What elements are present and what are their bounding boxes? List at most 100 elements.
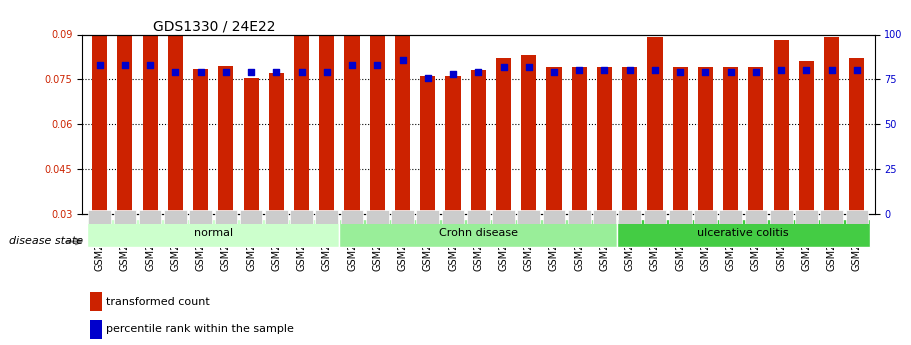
FancyBboxPatch shape	[467, 210, 489, 224]
Text: ulcerative colitis: ulcerative colitis	[698, 228, 789, 238]
Point	[850, 68, 865, 73]
Bar	[344, 0, 360, 214]
FancyBboxPatch shape	[669, 210, 691, 224]
FancyBboxPatch shape	[341, 210, 363, 224]
Text: Crohn disease: Crohn disease	[439, 228, 517, 238]
Bar	[395, 31, 410, 214]
Point	[344, 62, 359, 68]
Bar	[723, 67, 738, 214]
FancyBboxPatch shape	[744, 210, 767, 224]
Bar	[319, 34, 334, 214]
Point	[824, 68, 839, 73]
FancyBboxPatch shape	[340, 219, 617, 247]
Bar	[168, 31, 183, 214]
Bar	[824, 38, 839, 214]
Bar	[294, 31, 309, 214]
FancyBboxPatch shape	[617, 219, 869, 247]
Point	[320, 69, 334, 75]
FancyBboxPatch shape	[820, 210, 843, 224]
FancyBboxPatch shape	[164, 210, 187, 224]
Point	[421, 75, 435, 80]
Point	[673, 69, 688, 75]
FancyBboxPatch shape	[189, 210, 212, 224]
Point	[92, 62, 107, 68]
FancyBboxPatch shape	[391, 210, 414, 224]
Text: transformed count: transformed count	[106, 297, 210, 306]
FancyBboxPatch shape	[240, 210, 262, 224]
Bar	[420, 76, 435, 214]
Point	[219, 69, 233, 75]
Bar	[622, 67, 638, 214]
Point	[269, 69, 283, 75]
Point	[445, 71, 460, 77]
FancyBboxPatch shape	[492, 210, 515, 224]
Bar	[496, 58, 511, 214]
Point	[395, 57, 410, 62]
Point	[622, 68, 637, 73]
Point	[648, 68, 662, 73]
Point	[471, 69, 486, 75]
FancyBboxPatch shape	[619, 210, 641, 224]
FancyBboxPatch shape	[543, 210, 566, 224]
FancyBboxPatch shape	[265, 210, 288, 224]
Point	[496, 64, 511, 70]
FancyBboxPatch shape	[214, 210, 237, 224]
Point	[294, 69, 309, 75]
Point	[698, 69, 712, 75]
Bar	[219, 66, 233, 214]
Bar	[193, 69, 209, 214]
Point	[572, 68, 587, 73]
Point	[521, 64, 536, 70]
Point	[118, 62, 132, 68]
FancyBboxPatch shape	[114, 210, 137, 224]
Point	[370, 62, 384, 68]
Point	[799, 68, 814, 73]
Bar	[370, 24, 384, 214]
Bar	[521, 56, 537, 214]
Point	[547, 69, 561, 75]
Bar	[849, 58, 865, 214]
FancyBboxPatch shape	[291, 210, 313, 224]
FancyBboxPatch shape	[643, 210, 666, 224]
Point	[598, 68, 612, 73]
FancyBboxPatch shape	[593, 210, 616, 224]
Bar	[118, 30, 132, 214]
Bar	[597, 67, 612, 214]
Bar	[773, 40, 789, 214]
Bar	[672, 67, 688, 214]
FancyBboxPatch shape	[366, 210, 389, 224]
Point	[723, 69, 738, 75]
Bar	[698, 67, 713, 214]
Bar	[142, 24, 158, 214]
FancyBboxPatch shape	[315, 210, 338, 224]
FancyBboxPatch shape	[795, 210, 818, 224]
FancyBboxPatch shape	[568, 210, 590, 224]
Bar	[471, 70, 486, 214]
Bar	[648, 38, 662, 214]
Point	[193, 69, 208, 75]
FancyBboxPatch shape	[442, 210, 465, 224]
Bar	[269, 73, 284, 214]
Bar	[90, 320, 102, 339]
Text: normal: normal	[194, 228, 233, 238]
FancyBboxPatch shape	[88, 210, 111, 224]
FancyBboxPatch shape	[517, 210, 540, 224]
Bar	[799, 61, 814, 214]
FancyBboxPatch shape	[138, 210, 161, 224]
Bar	[445, 76, 461, 214]
Point	[244, 69, 259, 75]
Point	[773, 68, 788, 73]
Point	[143, 62, 158, 68]
Point	[169, 69, 183, 75]
Bar	[547, 67, 561, 214]
Text: disease state: disease state	[9, 237, 83, 246]
FancyBboxPatch shape	[694, 210, 717, 224]
Bar	[572, 67, 587, 214]
Text: percentile rank within the sample: percentile rank within the sample	[106, 325, 293, 334]
Bar	[90, 292, 102, 311]
FancyBboxPatch shape	[87, 219, 340, 247]
FancyBboxPatch shape	[770, 210, 793, 224]
Point	[749, 69, 763, 75]
Text: GDS1330 / 24E22: GDS1330 / 24E22	[153, 20, 276, 34]
FancyBboxPatch shape	[845, 210, 868, 224]
